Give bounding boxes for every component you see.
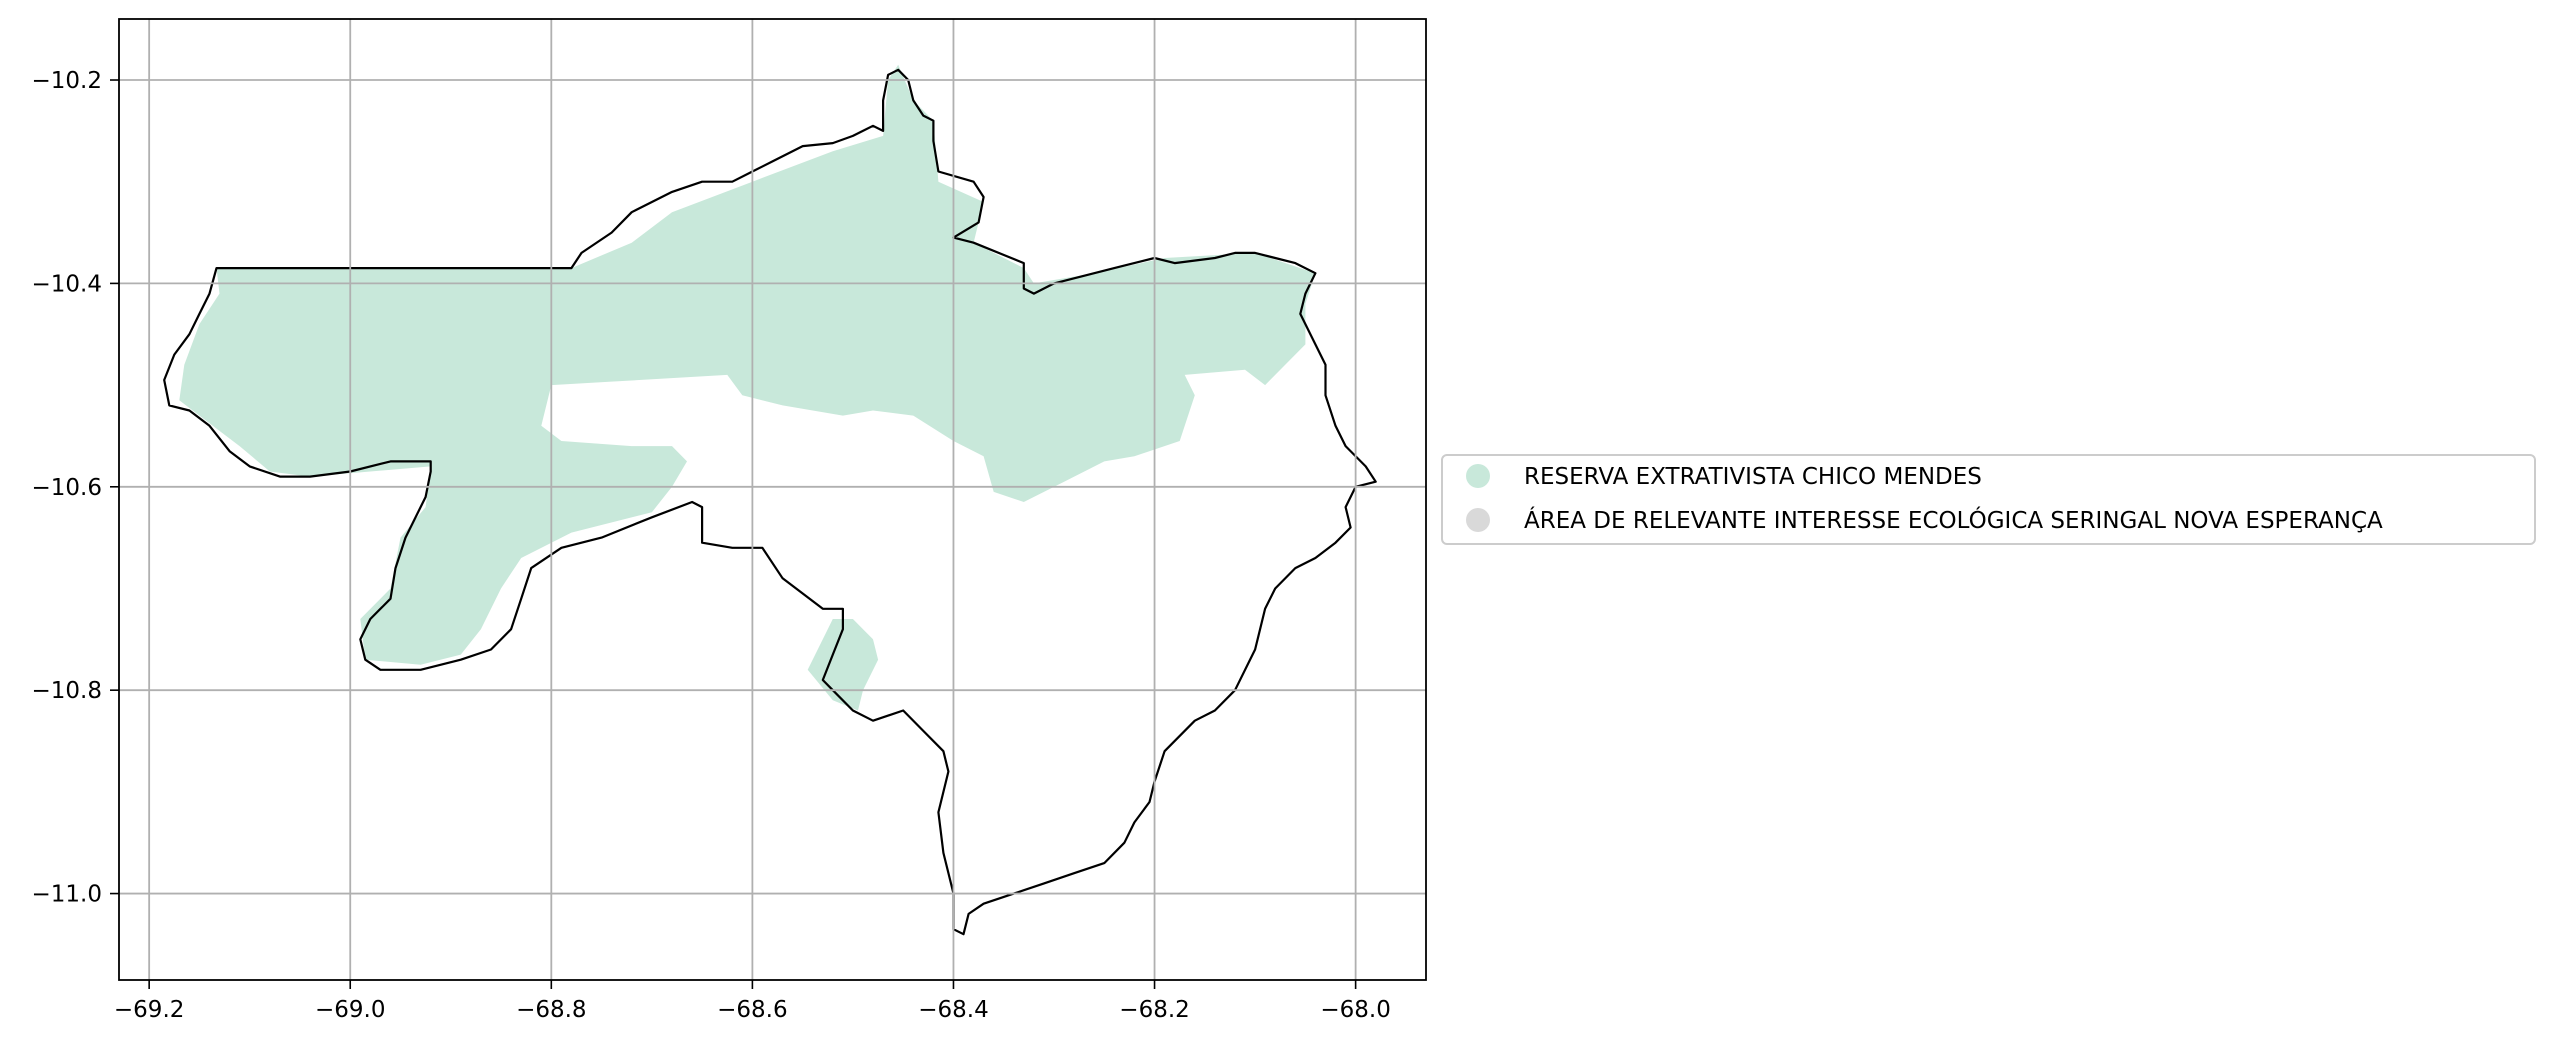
legend-label-reserve: RESERVA EXTRATIVISTA CHICO MENDES: [1524, 464, 1982, 490]
legend-label-arie: ÁREA DE RELEVANTE INTERESSE ECOLÓGICA SE…: [1524, 506, 2383, 534]
legend-marker-reserve: [1466, 464, 1490, 488]
x-tick-label-1: −69.0: [315, 997, 385, 1023]
legend-marker-arie: [1466, 508, 1490, 532]
x-tick-label-3: −68.6: [717, 997, 787, 1023]
x-tick-label-2: −68.8: [516, 997, 586, 1023]
y-tick-label-4: −11.0: [32, 882, 102, 908]
y-tick-label-1: −10.4: [32, 271, 102, 297]
x-tick-label-5: −68.2: [1119, 997, 1189, 1023]
x-tick-label-6: −68.0: [1320, 997, 1390, 1023]
y-tick-label-0: −10.2: [32, 68, 102, 94]
legend: RESERVA EXTRATIVISTA CHICO MENDES ÁREA D…: [1442, 455, 2535, 544]
y-tick-label-2: −10.6: [32, 475, 102, 501]
x-tick-label-4: −68.4: [918, 997, 988, 1023]
x-tick-label-0: −69.2: [114, 997, 184, 1023]
y-tick-label-3: −10.8: [32, 678, 102, 704]
